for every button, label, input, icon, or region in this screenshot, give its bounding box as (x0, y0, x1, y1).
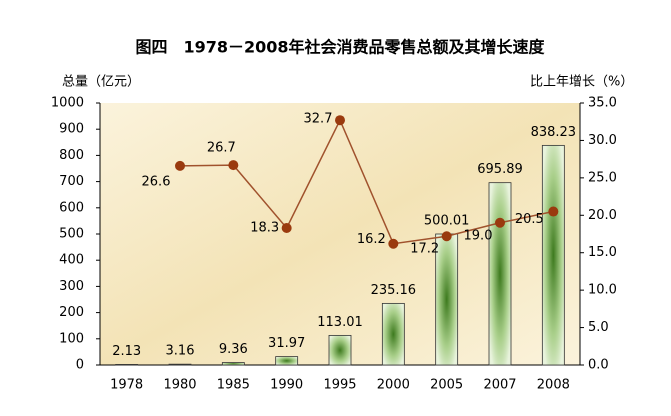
line (179, 118, 554, 245)
y2-tick-label: 10.0 (588, 283, 617, 298)
y2-tick-label: 35.0 (588, 96, 617, 111)
line-point (175, 160, 185, 171)
y2-tick-label: 20.0 (588, 208, 617, 223)
line-value-label: 32.7 (304, 112, 333, 127)
bar (488, 182, 512, 366)
line-value-label: 26.6 (142, 174, 171, 189)
line-value-label: 26.7 (207, 141, 236, 156)
bar-value-label: 9.36 (219, 342, 248, 357)
x-tick-label: 1985 (217, 378, 250, 393)
y-tick-label: 400 (59, 253, 84, 268)
line-point (548, 206, 559, 217)
bar (221, 362, 245, 366)
line-point (441, 231, 452, 242)
x-tick-label: 2008 (537, 378, 570, 393)
bar-value-label: 695.89 (477, 162, 523, 177)
y-tick-label: 600 (59, 200, 84, 215)
y-tick-label: 300 (59, 279, 84, 294)
y-tick-label: 1000 (51, 96, 84, 111)
line-point (495, 217, 505, 228)
bar-value-label: 113.01 (317, 315, 363, 330)
y2-tick-label: 0.0 (588, 358, 609, 373)
line-value-label: 16.2 (357, 232, 386, 247)
line-value-label: 20.5 (515, 212, 544, 227)
chart-title: 图四 1978－2008年社会消费品零售总额及其增长速度 (135, 38, 545, 57)
bar (275, 356, 299, 366)
line-point (388, 238, 399, 249)
bar (381, 302, 405, 366)
y2-tick-label: 25.0 (588, 170, 617, 185)
y-tick-label: 0 (76, 358, 84, 373)
line-value-label: 18.3 (250, 221, 279, 236)
x-tick-label: 2005 (430, 378, 463, 393)
bar-value-label: 235.16 (371, 283, 417, 298)
x-tick-label: 1978 (110, 378, 143, 393)
y-axis-label: 总量（亿元） (62, 75, 140, 90)
line-value-label: 17.2 (410, 242, 439, 257)
y2-tick-label: 15.0 (588, 245, 617, 260)
y-tick-label: 500 (59, 227, 84, 242)
bar (115, 364, 139, 366)
y2-axis-label: 比上年增长（%） (530, 75, 633, 90)
y-tick-label: 200 (59, 305, 84, 320)
line-point (335, 115, 345, 126)
line-point (281, 223, 292, 234)
y-tick-label: 900 (59, 122, 84, 137)
x-tick-label: 2007 (483, 378, 516, 393)
bar (541, 144, 565, 366)
y-tick-label: 700 (59, 174, 84, 189)
bar-value-label: 2.13 (112, 344, 141, 359)
y2-tick-label: 5.0 (588, 320, 609, 335)
y-tick-label: 800 (59, 148, 84, 163)
x-tick-label: 1995 (323, 378, 356, 393)
x-tick-label: 2000 (377, 378, 410, 393)
x-tick-label: 1990 (270, 378, 303, 393)
bar-value-label: 500.01 (424, 213, 470, 228)
bar-value-label: 3.16 (166, 344, 195, 359)
y2-tick-label: 30.0 (588, 133, 617, 148)
line-point (228, 160, 239, 171)
y-tick-label: 100 (59, 331, 84, 346)
x-tick-label: 1980 (163, 378, 196, 393)
line-value-label: 19.0 (464, 228, 493, 243)
bar (328, 334, 352, 366)
bar-value-label: 31.97 (268, 336, 305, 351)
bar-value-label: 838.23 (531, 125, 577, 140)
bar (168, 363, 192, 366)
